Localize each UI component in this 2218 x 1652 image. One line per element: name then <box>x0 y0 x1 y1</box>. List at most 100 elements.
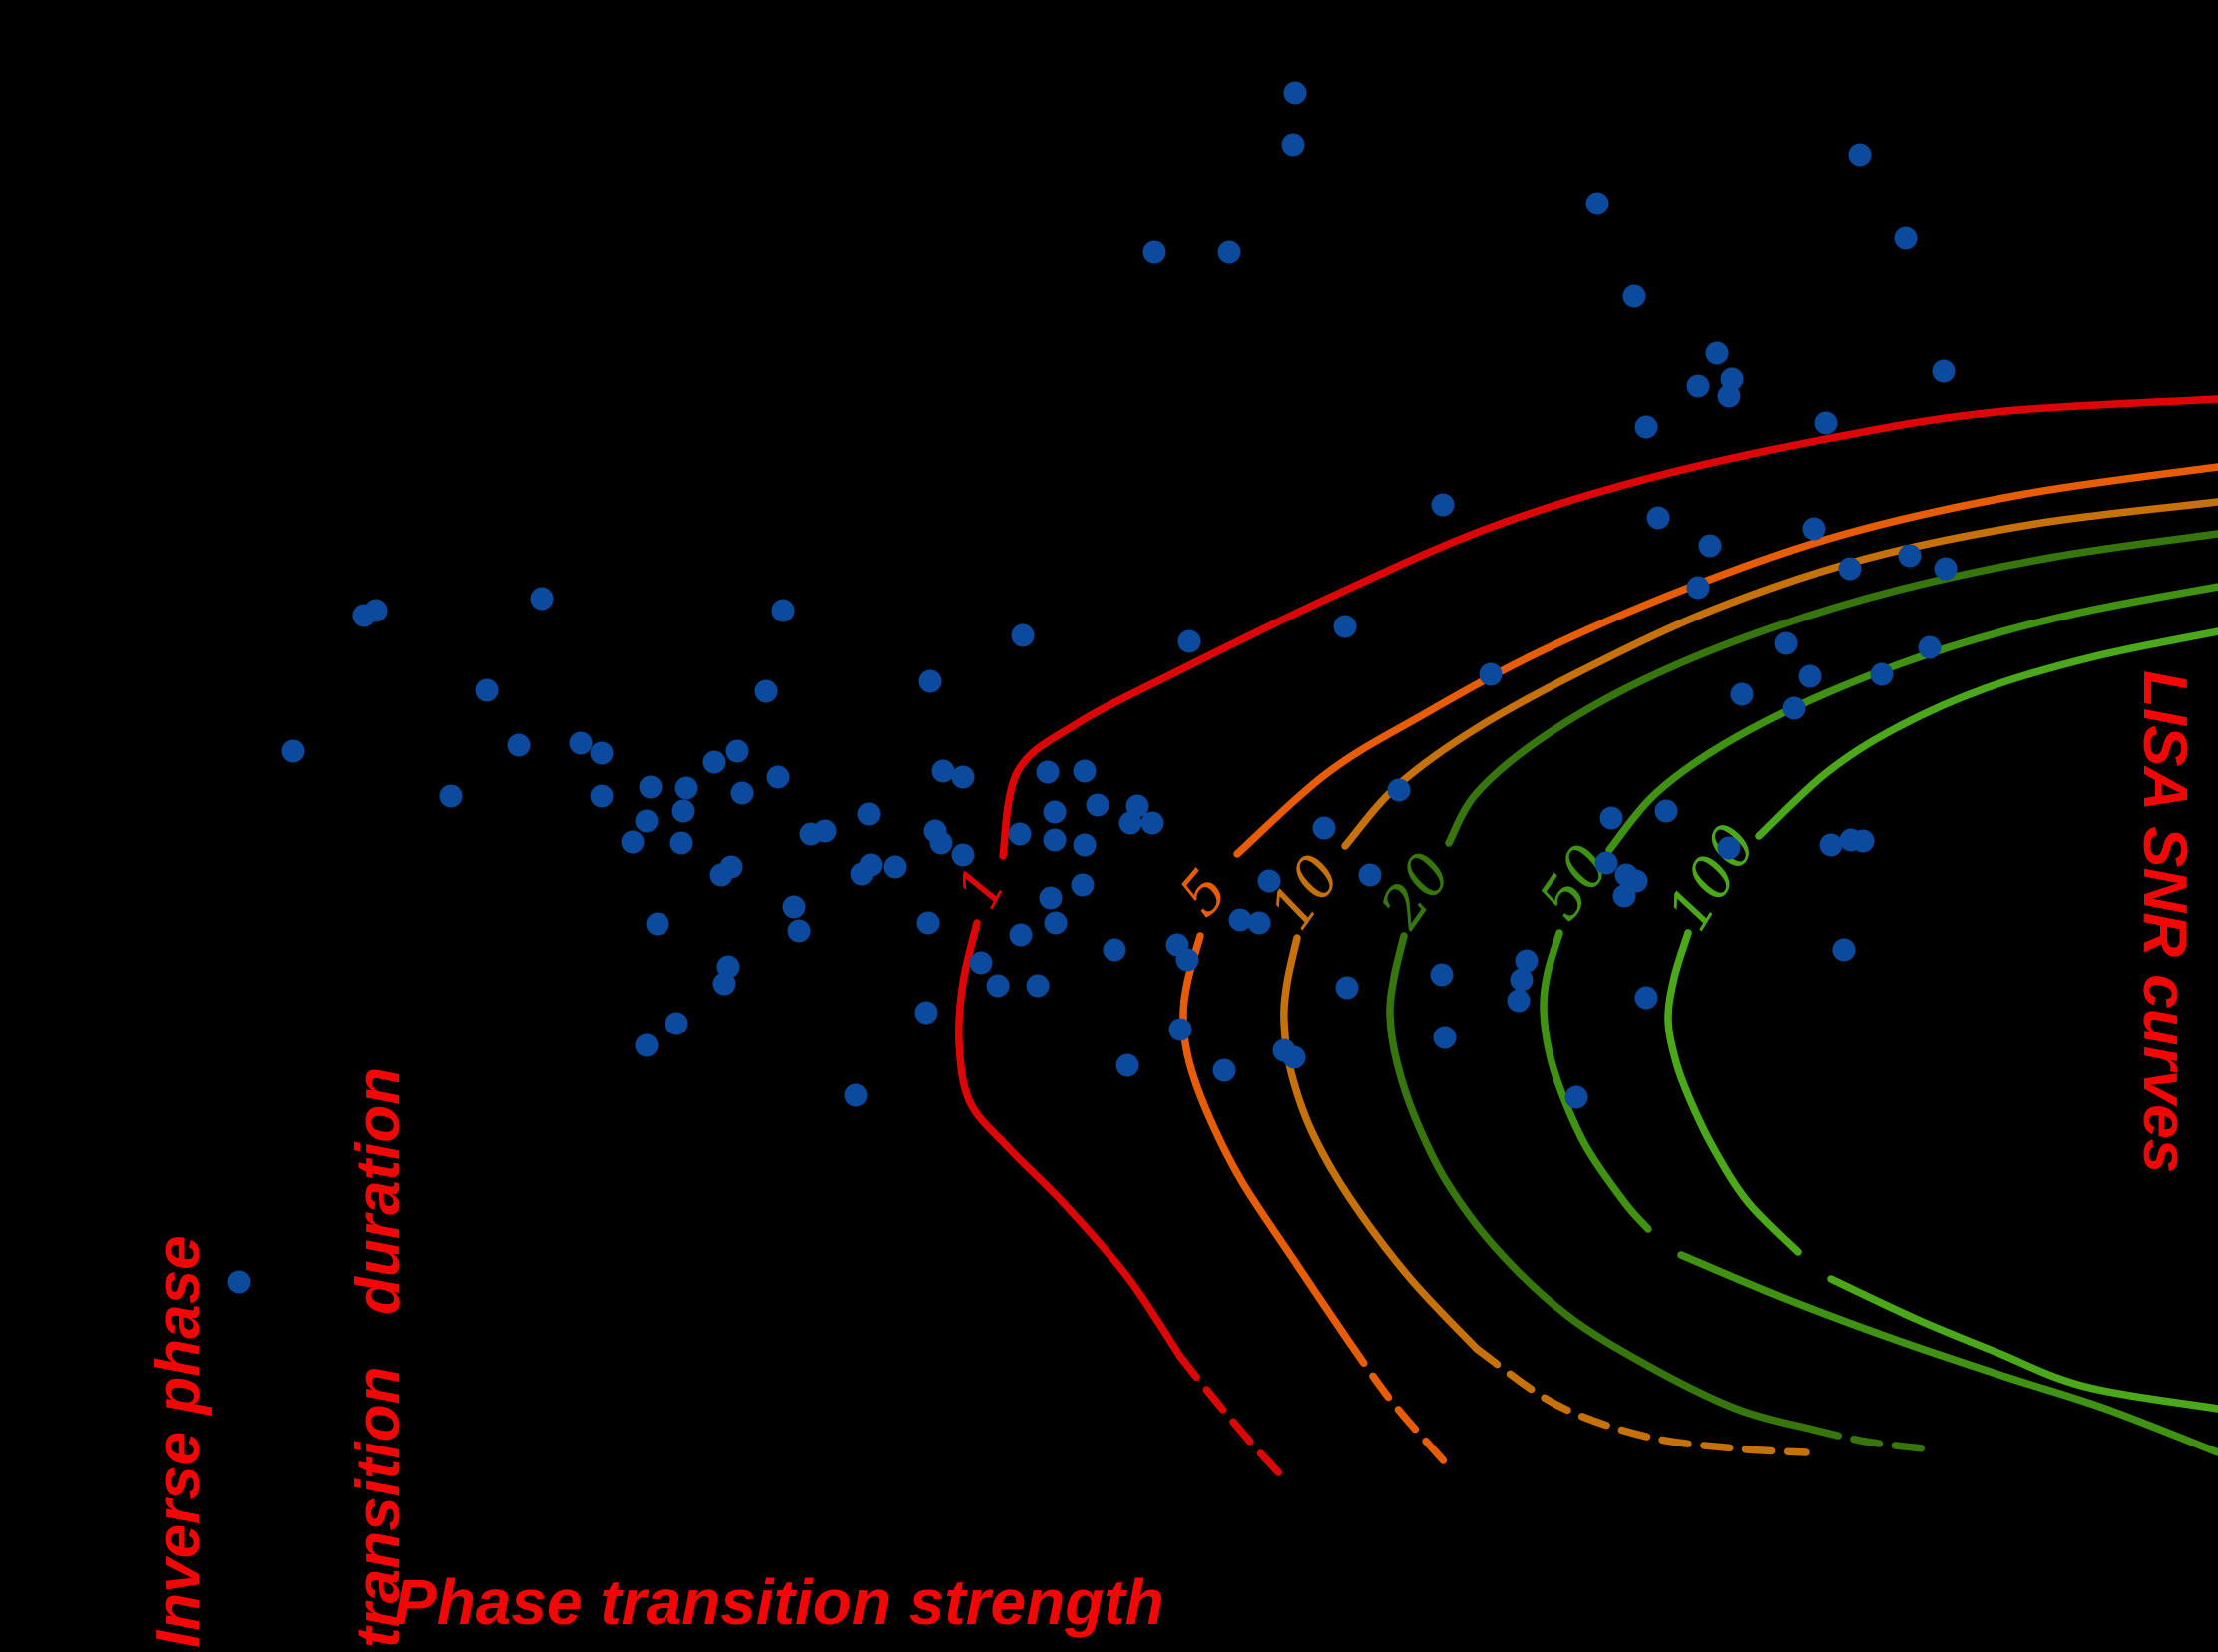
scatter-point <box>883 855 907 879</box>
scatter-point <box>771 599 795 622</box>
scatter-point <box>844 1083 868 1107</box>
scatter-point <box>1622 284 1646 308</box>
scatter-point <box>787 919 811 943</box>
scatter-point <box>986 974 1010 998</box>
scatter-point <box>712 972 736 996</box>
scatter-point <box>951 765 975 789</box>
scatter-point <box>850 862 874 886</box>
scatter-point <box>1730 682 1754 706</box>
scatter-point <box>281 739 305 763</box>
scatter-point <box>916 911 940 935</box>
scatter-point <box>1686 576 1710 600</box>
contour-curves-group <box>954 395 2218 1478</box>
contour-curve-snr-10 <box>1341 498 2218 850</box>
scatter-point <box>1142 240 1166 264</box>
scatter-point <box>590 741 614 765</box>
scatter-point <box>1594 851 1618 875</box>
scatter-point <box>1479 662 1503 686</box>
scatter-point <box>227 1270 251 1294</box>
y-axis-label-line2: transition duration <box>343 1066 413 1648</box>
scatter-point <box>1011 623 1035 647</box>
scatter-point <box>1870 662 1894 686</box>
scatter-point <box>1212 1058 1236 1082</box>
scatter-point <box>1217 240 1241 264</box>
scatter-point <box>782 895 806 919</box>
scatter-point <box>1312 816 1336 840</box>
scatter-point <box>918 669 942 693</box>
contour-curve-snr-5 <box>1179 932 1353 1346</box>
scatter-point <box>1175 948 1199 972</box>
scatter-point <box>813 819 837 843</box>
scatter-point <box>1431 493 1455 517</box>
scatter-point <box>1281 133 1305 157</box>
scatter-point <box>1039 886 1063 910</box>
snr-curves-label: LISA SNR curves <box>2130 670 2199 1174</box>
scatter-point <box>1717 384 1741 408</box>
scatter-point <box>1433 1026 1457 1049</box>
contour-label-1: 1 <box>943 855 1020 920</box>
scatter-point <box>674 776 698 800</box>
scatter-point <box>914 1001 938 1025</box>
scatter-point <box>1717 836 1741 860</box>
scatter-point <box>1073 759 1097 783</box>
scatter-point <box>1283 81 1307 105</box>
scatter-point <box>1168 1018 1192 1041</box>
scatter-point <box>1720 367 1744 391</box>
scatter-point <box>1507 989 1531 1013</box>
scatter-point <box>951 843 975 867</box>
scatter-point <box>1918 635 1942 659</box>
scatter-point <box>621 830 645 854</box>
scatter-point <box>725 739 749 763</box>
scatter-points-group <box>227 81 1958 1294</box>
scatter-point <box>364 599 388 622</box>
contour-label-100: 100 <box>1654 812 1770 942</box>
scatter-point <box>639 775 663 799</box>
scatter-point <box>1634 415 1658 439</box>
scatter-point <box>1774 631 1798 655</box>
scatter-point <box>665 1012 688 1035</box>
x-axis-label: Phase transition strength <box>394 1566 1164 1638</box>
scatter-point <box>1934 557 1958 581</box>
scatter-point <box>1646 506 1670 530</box>
scatter-point <box>1282 1045 1306 1069</box>
scatter-point <box>475 678 499 702</box>
scatter-point <box>646 912 669 936</box>
scatter-point <box>1228 908 1252 932</box>
scatter-point <box>1932 359 1956 383</box>
scatter-point <box>439 784 463 808</box>
scatter-point <box>1819 833 1843 857</box>
scatter-point <box>1140 811 1164 835</box>
scatter-point <box>635 809 659 833</box>
contour-curve-snr-100 <box>1827 1275 2218 1413</box>
scatter-point <box>1073 833 1097 857</box>
scatter-point <box>1358 863 1382 887</box>
contour-curve-snr-1 <box>999 395 2218 860</box>
scatter-point <box>1599 806 1623 830</box>
scatter-point <box>1103 938 1126 962</box>
contour-curve-snr-100 <box>1664 929 1802 1256</box>
contour-label-20: 20 <box>1366 840 1465 940</box>
scatter-point <box>671 799 695 823</box>
scatter-point <box>1654 799 1678 823</box>
contour-curve-snr-1 <box>1176 1353 1284 1478</box>
scatter-point <box>1026 974 1050 998</box>
scatter-point <box>1585 192 1609 215</box>
scatter-point <box>1782 696 1806 720</box>
scatter-point <box>1044 911 1068 935</box>
scatter-point <box>1115 1053 1139 1077</box>
scatter-point <box>1698 534 1722 558</box>
contour-curve-snr-50 <box>1677 1251 2218 1456</box>
scatter-point <box>1515 949 1539 973</box>
scatter-point <box>1705 341 1729 365</box>
scatter-point <box>1008 822 1032 846</box>
scatter-point <box>969 951 993 975</box>
scatter-point <box>1612 884 1636 908</box>
scatter-point <box>1071 873 1095 897</box>
scatter-point <box>1894 226 1918 250</box>
scatter-point <box>1177 629 1201 653</box>
scatter-point <box>669 831 693 855</box>
scatter-point <box>1043 800 1067 824</box>
contour-curve-snr-20 <box>1445 530 2218 847</box>
